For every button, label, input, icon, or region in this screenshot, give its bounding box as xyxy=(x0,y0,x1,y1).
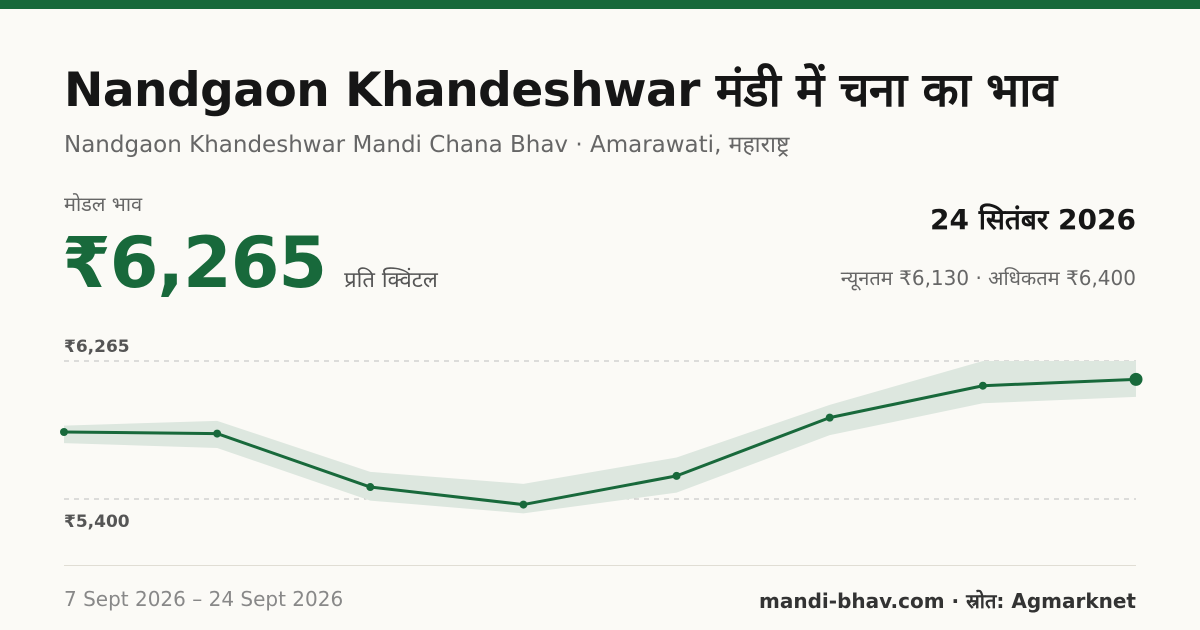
model-price-line xyxy=(63,377,1137,507)
page-title: Nandgaon Khandeshwar मंडी में चना का भाव xyxy=(64,63,1057,118)
footer-date-range: 7 Sept 2026 – 24 Sept 2026 xyxy=(64,587,344,611)
data-point xyxy=(60,427,68,436)
footer-divider xyxy=(64,565,1136,566)
data-point xyxy=(213,429,222,438)
model-price-row: ₹6,265 प्रति क्विंटल xyxy=(62,222,438,304)
top-accent-bar xyxy=(0,0,1200,9)
model-price-label: मोडल भाव xyxy=(64,192,143,216)
data-point xyxy=(519,500,528,509)
price-unit: प्रति क्विंटल xyxy=(344,268,438,293)
y-tick-label-top: ₹6,265 xyxy=(64,337,130,357)
data-point xyxy=(825,413,834,422)
y-tick-label-bottom: ₹5,400 xyxy=(64,512,130,532)
data-point xyxy=(366,483,375,492)
data-points xyxy=(60,372,1143,509)
data-point xyxy=(978,381,987,390)
data-point xyxy=(672,471,681,480)
price-range-band xyxy=(64,361,1136,514)
price-date: 24 सितंबर 2026 xyxy=(930,203,1136,236)
min-max-range: न्यूनतम ₹6,130 · अधिकतम ₹6,400 xyxy=(840,266,1136,290)
latest-data-point xyxy=(1129,372,1143,386)
footer-source: mandi-bhav.com · स्रोत: Agmarknet xyxy=(759,589,1136,613)
page-subtitle: Nandgaon Khandeshwar Mandi Chana Bhav · … xyxy=(64,132,790,158)
model-price-value: ₹6,265 xyxy=(62,222,327,304)
